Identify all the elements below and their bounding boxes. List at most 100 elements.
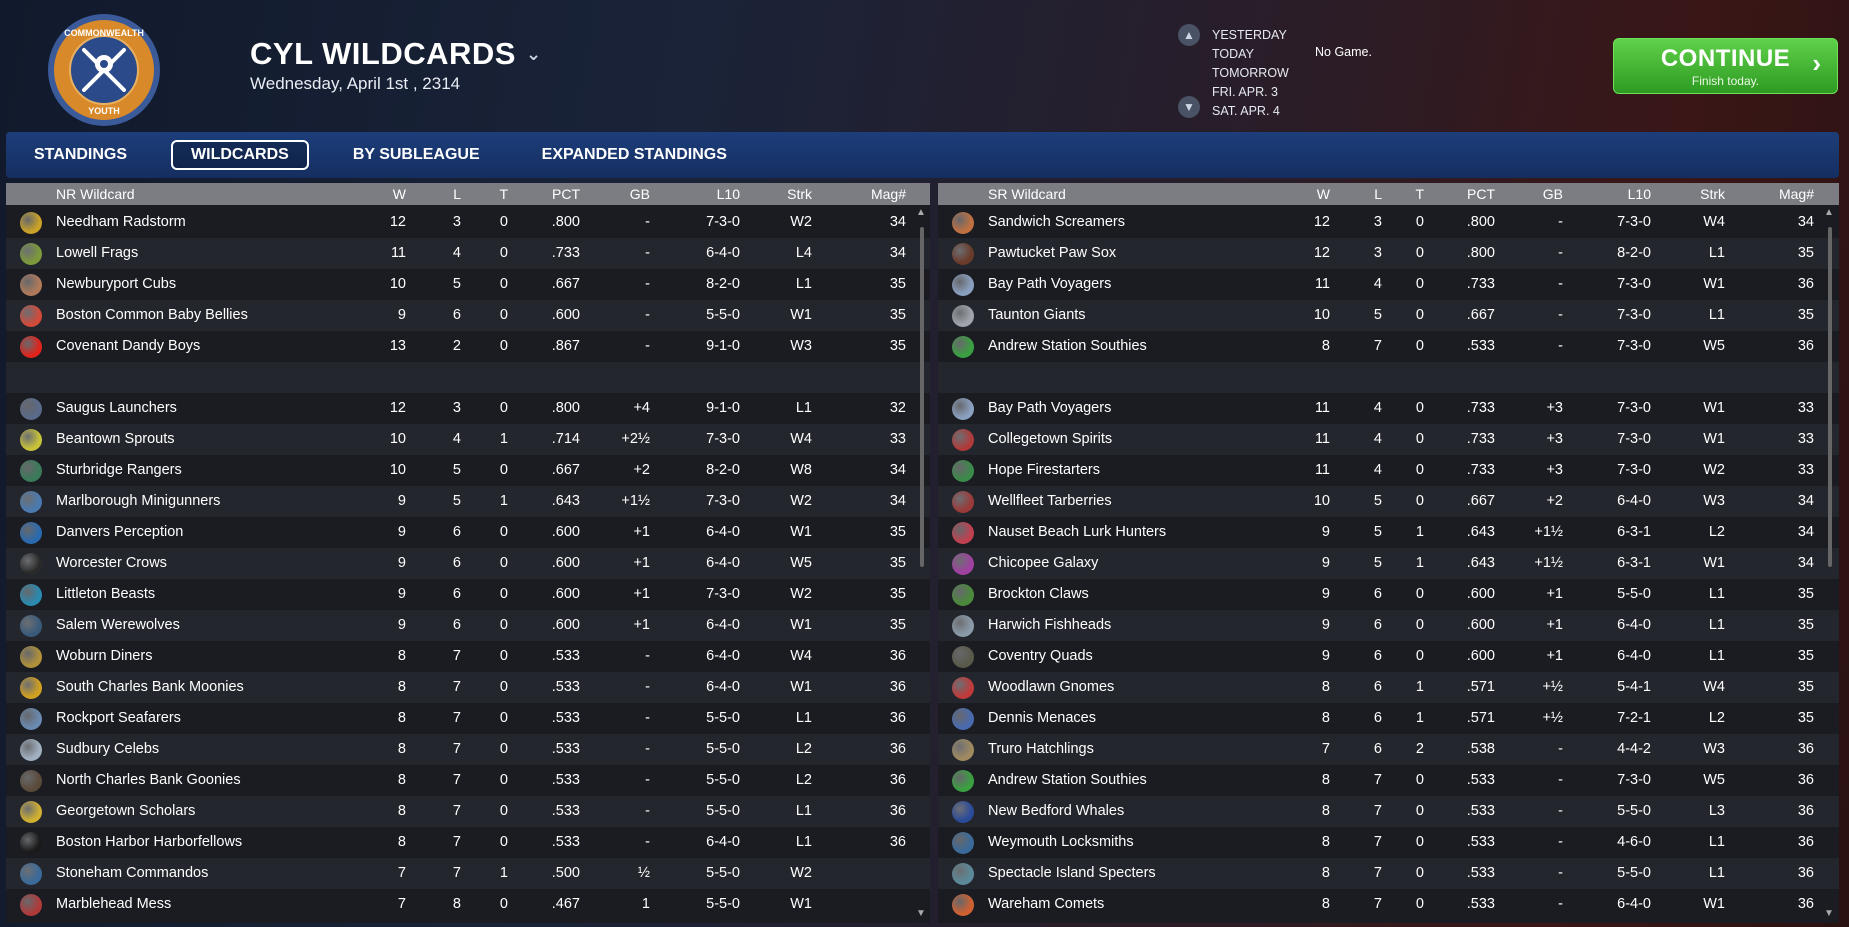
tab-wildcards[interactable]: WILDCARDS: [171, 140, 309, 170]
team-name[interactable]: South Charles Bank Moonies: [56, 679, 244, 695]
table-row[interactable]: Beantown Sprouts 10 4 1 .714 +2½ 7-3-0 W4 33: [6, 424, 930, 455]
table-row[interactable]: Marblehead Mess 7 8 0 .467 1 5-5-0 W1: [6, 889, 930, 920]
table-row[interactable]: Danvers Perception 9 6 0 .600 +1 6-4-0 W1 35: [6, 517, 930, 548]
team-name[interactable]: Hope Firestarters: [988, 462, 1101, 478]
table-row[interactable]: Sandwich Screamers 12 3 0 .800 - 7-3-0 W4 34: [938, 207, 1839, 238]
team-name[interactable]: Coventry Quads: [988, 648, 1093, 664]
table-row[interactable]: Weymouth Locksmiths 8 7 0 .533 - 4-6-0 L1 36: [938, 827, 1839, 858]
team-name[interactable]: Sudbury Celebs: [56, 741, 160, 757]
table-row[interactable]: South Charles Bank Moonies 8 7 0 .533 - 6-4-0 W…: [6, 672, 930, 703]
team-name[interactable]: Andrew Station Southies: [988, 772, 1147, 788]
table-row[interactable]: Coventry Quads 9 6 0 .600 +1 6-4-0 L1 35: [938, 641, 1839, 672]
table-row[interactable]: Woburn Diners 8 7 0 .533 - 6-4-0 W4 36: [6, 641, 930, 672]
team-name[interactable]: Wellfleet Tarberries: [988, 493, 1112, 509]
table-row[interactable]: Taunton Giants 10 5 0 .667 - 7-3-0 L1 35: [938, 300, 1839, 331]
team-name[interactable]: New Bedford Whales: [988, 803, 1125, 819]
table-row[interactable]: Andrew Station Southies 8 7 0 .533 - 7-3-0 W5 36: [938, 331, 1839, 362]
team-name[interactable]: Sturbridge Rangers: [56, 462, 182, 478]
team-name[interactable]: Dennis Menaces: [988, 710, 1096, 726]
team-name[interactable]: Worcester Crows: [56, 555, 167, 571]
table-row[interactable]: Collegetown Spirits 11 4 0 .733 +3 7-3-0 W1 33: [938, 424, 1839, 455]
table-row[interactable]: Brockton Claws 9 6 0 .600 +1 5-5-0 L1 35: [938, 579, 1839, 610]
day-item[interactable]: TODAY: [1212, 47, 1254, 61]
table-row[interactable]: New Bedford Whales 8 7 0 .533 - 5-5-0 L3 36: [938, 796, 1839, 827]
team-name[interactable]: Needham Radstorm: [56, 214, 186, 230]
table-row[interactable]: Hope Firestarters 11 4 0 .733 +3 7-3-0 W2 33: [938, 455, 1839, 486]
table-row[interactable]: Andrew Station Southies 8 7 0 .533 - 7-3-0 W5 36: [938, 765, 1839, 796]
continue-button[interactable]: CONTINUE Finish today. ›: [1613, 38, 1838, 94]
page-title[interactable]: CYL WILDCARDS ⌄: [250, 36, 542, 72]
team-name[interactable]: Woodlawn Gnomes: [988, 679, 1115, 695]
table-row[interactable]: Nauset Beach Lurk Hunters 9 5 1 .643 +1½ 6-3-1…: [938, 517, 1839, 548]
table-row[interactable]: Sudbury Celebs 8 7 0 .533 - 5-5-0 L2 36: [6, 734, 930, 765]
table-row[interactable]: Wellfleet Tarberries 10 5 0 .667 +2 6-4-0 W3 34: [938, 486, 1839, 517]
scroll-down-icon[interactable]: ▼: [1824, 908, 1834, 919]
team-name[interactable]: Littleton Beasts: [56, 586, 156, 602]
team-name[interactable]: Andrew Station Southies: [988, 338, 1147, 354]
table-row[interactable]: Sturbridge Rangers 10 5 0 .667 +2 8-2-0 W8 34: [6, 455, 930, 486]
team-name[interactable]: Boston Harbor Harborfellows: [56, 834, 243, 850]
team-name[interactable]: Beantown Sprouts: [56, 431, 175, 447]
table-row[interactable]: Littleton Beasts 9 6 0 .600 +1 7-3-0 W2 35: [6, 579, 930, 610]
table-row[interactable]: Covenant Dandy Boys 13 2 0 .867 - 9-1-0 W3 35: [6, 331, 930, 362]
day-item[interactable]: YESTERDAY: [1212, 28, 1287, 42]
table-row[interactable]: Boston Common Baby Bellies 9 6 0 .600 - 5-5-0 W…: [6, 300, 930, 331]
scrollbar-thumb[interactable]: [920, 227, 924, 567]
team-name[interactable]: Stoneham Commandos: [56, 865, 209, 881]
table-row[interactable]: Worcester Crows 9 6 0 .600 +1 6-4-0 W5 35: [6, 548, 930, 579]
chevron-down-icon[interactable]: ⌄: [525, 43, 542, 64]
team-name[interactable]: North Charles Bank Goonies: [56, 772, 241, 788]
table-row[interactable]: Newburyport Cubs 10 5 0 .667 - 8-2-0 L1 35: [6, 269, 930, 300]
team-name[interactable]: Lowell Frags: [56, 245, 139, 261]
scroll-down-icon[interactable]: ▼: [916, 908, 926, 919]
team-name[interactable]: Boston Common Baby Bellies: [56, 307, 248, 323]
scroll-up-icon[interactable]: ▲: [916, 207, 926, 218]
table-row[interactable]: Chicopee Galaxy 9 5 1 .643 +1½ 6-3-1 W1 34: [938, 548, 1839, 579]
team-name[interactable]: Saugus Launchers: [56, 400, 177, 416]
table-row[interactable]: Spectacle Island Specters 8 7 0 .533 - 5-5-0 L1…: [938, 858, 1839, 889]
table-row[interactable]: Boston Harbor Harborfellows 8 7 0 .533 - 6-4-0…: [6, 827, 930, 858]
team-name[interactable]: Collegetown Spirits: [988, 431, 1113, 447]
table-row[interactable]: Salem Werewolves 9 6 0 .600 +1 6-4-0 W1 35: [6, 610, 930, 641]
day-item[interactable]: SAT. APR. 4: [1212, 104, 1280, 118]
tab-standings[interactable]: STANDINGS: [34, 146, 128, 163]
team-name[interactable]: Salem Werewolves: [56, 617, 180, 633]
table-row[interactable]: Georgetown Scholars 8 7 0 .533 - 5-5-0 L1 36: [6, 796, 930, 827]
team-name[interactable]: Pawtucket Paw Sox: [988, 245, 1117, 261]
team-name[interactable]: Newburyport Cubs: [56, 276, 177, 292]
team-name[interactable]: Covenant Dandy Boys: [56, 338, 201, 354]
table-row[interactable]: Truro Hatchlings 7 6 2 .538 - 4-4-2 W3 36: [938, 734, 1839, 765]
team-name[interactable]: Marlborough Minigunners: [56, 493, 221, 509]
table-row[interactable]: Pawtucket Paw Sox 12 3 0 .800 - 8-2-0 L1 35: [938, 238, 1839, 269]
day-item[interactable]: TOMORROW: [1212, 66, 1289, 80]
team-name[interactable]: Truro Hatchlings: [988, 741, 1094, 757]
team-name[interactable]: Bay Path Voyagers: [988, 276, 1112, 292]
table-row[interactable]: Stoneham Commandos 7 7 1 .500 ½ 5-5-0 W2: [6, 858, 930, 889]
table-row[interactable]: Rockport Seafarers 8 7 0 .533 - 5-5-0 L1 36: [6, 703, 930, 734]
table-row[interactable]: Saugus Launchers 12 3 0 .800 +4 9-1-0 L1 32: [6, 393, 930, 424]
day-item[interactable]: FRI. APR. 3: [1212, 85, 1278, 99]
team-name[interactable]: Chicopee Galaxy: [988, 555, 1099, 571]
team-name[interactable]: Spectacle Island Specters: [988, 865, 1156, 881]
table-row[interactable]: Lowell Frags 11 4 0 .733 - 6-4-0 L4 34: [6, 238, 930, 269]
table-row[interactable]: Wareham Comets 8 7 0 .533 - 6-4-0 W1 36: [938, 889, 1839, 920]
chevron-down-icon[interactable]: ▼: [1178, 96, 1200, 118]
team-name[interactable]: Woburn Diners: [56, 648, 153, 664]
table-row[interactable]: Dennis Menaces 8 6 1 .571 +½ 7-2-1 L2 35: [938, 703, 1839, 734]
team-name[interactable]: Harwich Fishheads: [988, 617, 1112, 633]
team-name[interactable]: Wareham Comets: [988, 896, 1105, 912]
table-row[interactable]: Marlborough Minigunners 9 5 1 .643 +1½ 7-3-0 W2…: [6, 486, 930, 517]
tab-by-subleague[interactable]: BY SUBLEAGUE: [352, 146, 480, 163]
team-name[interactable]: Rockport Seafarers: [56, 710, 181, 726]
scrollbar-thumb[interactable]: [1828, 227, 1832, 567]
table-row[interactable]: Harwich Fishheads 9 6 0 .600 +1 6-4-0 L1 35: [938, 610, 1839, 641]
team-name[interactable]: Sandwich Screamers: [988, 214, 1125, 230]
team-name[interactable]: Taunton Giants: [988, 307, 1086, 323]
chevron-up-icon[interactable]: ▲: [1178, 24, 1200, 46]
team-name[interactable]: Danvers Perception: [56, 524, 184, 540]
scroll-up-icon[interactable]: ▲: [1824, 207, 1834, 218]
team-name[interactable]: Brockton Claws: [988, 586, 1089, 602]
table-row[interactable]: Needham Radstorm 12 3 0 .800 - 7-3-0 W2 34: [6, 207, 930, 238]
table-row[interactable]: North Charles Bank Goonies 8 7 0 .533 - 5-5-0 L…: [6, 765, 930, 796]
table-row[interactable]: Bay Path Voyagers 11 4 0 .733 +3 7-3-0 W1 33: [938, 393, 1839, 424]
